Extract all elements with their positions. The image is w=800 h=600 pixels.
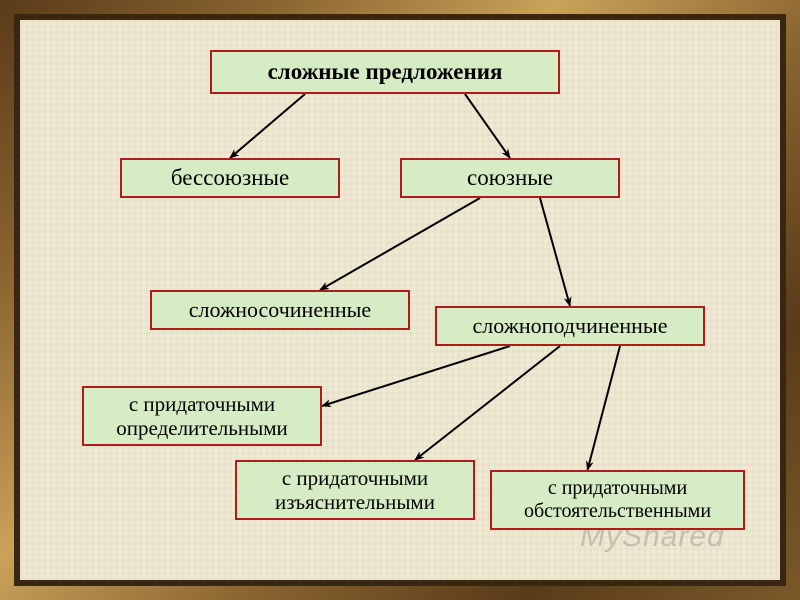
node-n3: сложносочиненные — [150, 290, 410, 330]
edge-root-n1 — [230, 94, 305, 158]
edge-n2-n3 — [320, 198, 480, 290]
picture-frame-outer: MyShared сложные предложениябессоюзныесо… — [0, 0, 800, 600]
edge-root-n2 — [465, 94, 510, 158]
node-n4: сложноподчиненные — [435, 306, 705, 346]
edge-n4-n7 — [588, 346, 621, 470]
node-n2: союзные — [400, 158, 620, 198]
edge-n2-n4 — [540, 198, 570, 306]
node-n7: с придаточными обстоятельственными — [490, 470, 745, 530]
diagram-canvas: MyShared сложные предложениябессоюзныесо… — [20, 20, 780, 580]
picture-frame-inner: MyShared сложные предложениябессоюзныесо… — [14, 14, 786, 586]
edge-n4-n6 — [415, 346, 560, 460]
edge-n4-n5 — [322, 346, 510, 406]
node-n5: с придаточными определительными — [82, 386, 322, 446]
node-n6: с придаточными изъяснительными — [235, 460, 475, 520]
node-n1: бессоюзные — [120, 158, 340, 198]
node-root: сложные предложения — [210, 50, 560, 94]
